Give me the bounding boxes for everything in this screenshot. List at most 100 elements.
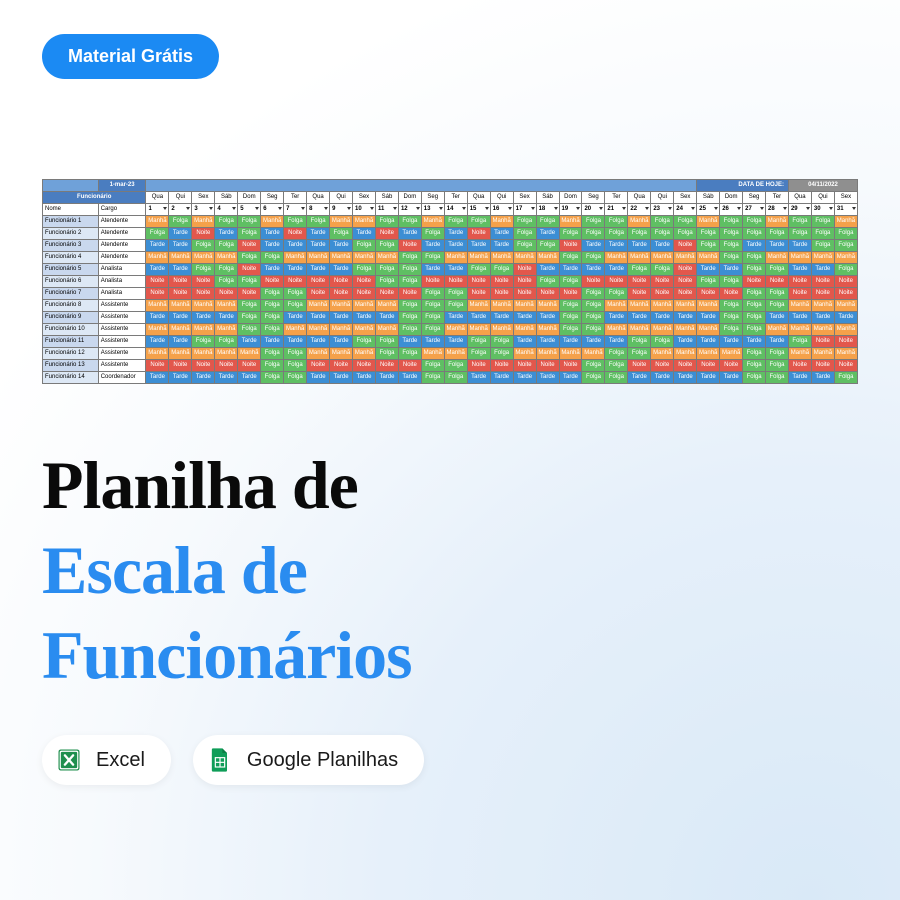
shift-cell[interactable]: Folga: [421, 312, 444, 324]
shift-cell[interactable]: Manhã: [513, 348, 536, 360]
shift-cell[interactable]: Tarde: [444, 336, 467, 348]
shift-cell[interactable]: Tarde: [490, 372, 513, 384]
shift-cell[interactable]: Noite: [330, 288, 353, 300]
shift-cell[interactable]: Tarde: [674, 372, 697, 384]
shift-cell[interactable]: Manhã: [330, 216, 353, 228]
shift-cell[interactable]: Folga: [582, 360, 605, 372]
shift-cell[interactable]: Folga: [720, 240, 743, 252]
shift-cell[interactable]: Tarde: [169, 264, 192, 276]
shift-cell[interactable]: Folga: [743, 348, 766, 360]
shift-cell[interactable]: Tarde: [788, 264, 811, 276]
shift-cell[interactable]: Tarde: [651, 312, 674, 324]
shift-cell[interactable]: Tarde: [375, 372, 398, 384]
shift-cell[interactable]: Manhã: [674, 324, 697, 336]
shift-cell[interactable]: Manhã: [353, 216, 376, 228]
shift-cell[interactable]: Manhã: [444, 348, 467, 360]
shift-cell[interactable]: Tarde: [697, 336, 720, 348]
shift-cell[interactable]: Folga: [513, 240, 536, 252]
shift-cell[interactable]: Folga: [743, 216, 766, 228]
shift-cell[interactable]: Folga: [238, 312, 261, 324]
shift-cell[interactable]: Folga: [811, 228, 834, 240]
shift-cell[interactable]: Tarde: [215, 228, 238, 240]
shift-cell[interactable]: Noite: [697, 360, 720, 372]
shift-cell[interactable]: Folga: [353, 336, 376, 348]
shift-cell[interactable]: Tarde: [307, 240, 330, 252]
day-number-header[interactable]: 2: [169, 204, 192, 216]
day-number-header[interactable]: 15: [467, 204, 490, 216]
shift-cell[interactable]: Folga: [697, 240, 720, 252]
shift-cell[interactable]: Manhã: [467, 300, 490, 312]
shift-cell[interactable]: Noite: [559, 240, 582, 252]
shift-cell[interactable]: Folga: [674, 228, 697, 240]
day-number-header[interactable]: 14: [444, 204, 467, 216]
shift-cell[interactable]: Noite: [697, 288, 720, 300]
day-number-header[interactable]: 11: [375, 204, 398, 216]
shift-cell[interactable]: Folga: [284, 360, 307, 372]
shift-cell[interactable]: Manhã: [513, 324, 536, 336]
shift-cell[interactable]: Tarde: [444, 312, 467, 324]
day-number-header[interactable]: 9: [330, 204, 353, 216]
shift-cell[interactable]: Folga: [605, 348, 628, 360]
shift-cell[interactable]: Manhã: [605, 252, 628, 264]
shift-cell[interactable]: Noite: [467, 288, 490, 300]
shift-cell[interactable]: Folga: [720, 312, 743, 324]
shift-cell[interactable]: Noite: [169, 360, 192, 372]
shift-cell[interactable]: Tarde: [398, 228, 421, 240]
shift-cell[interactable]: Noite: [238, 240, 261, 252]
shift-cell[interactable]: Manhã: [353, 324, 376, 336]
shift-cell[interactable]: Tarde: [307, 336, 330, 348]
day-number-header[interactable]: 5: [238, 204, 261, 216]
shift-cell[interactable]: Noite: [169, 288, 192, 300]
shift-cell[interactable]: Tarde: [330, 240, 353, 252]
shift-cell[interactable]: Noite: [536, 288, 559, 300]
shift-cell[interactable]: Tarde: [444, 240, 467, 252]
shift-cell[interactable]: Noite: [467, 360, 490, 372]
shift-cell[interactable]: Tarde: [421, 264, 444, 276]
shift-cell[interactable]: Folga: [651, 228, 674, 240]
shift-cell[interactable]: Noite: [674, 240, 697, 252]
shift-cell[interactable]: Folga: [811, 216, 834, 228]
shift-cell[interactable]: Folga: [766, 372, 789, 384]
shift-cell[interactable]: Folga: [628, 264, 651, 276]
shift-cell[interactable]: Manhã: [467, 324, 490, 336]
shift-cell[interactable]: Noite: [811, 276, 834, 288]
shift-cell[interactable]: Folga: [146, 228, 169, 240]
shift-cell[interactable]: Manhã: [238, 348, 261, 360]
shift-cell[interactable]: Folga: [284, 216, 307, 228]
shift-cell[interactable]: Folga: [743, 360, 766, 372]
shift-cell[interactable]: Noite: [628, 360, 651, 372]
shift-cell[interactable]: Noite: [398, 288, 421, 300]
shift-cell[interactable]: Tarde: [628, 372, 651, 384]
shift-cell[interactable]: Tarde: [674, 336, 697, 348]
shift-cell[interactable]: Manhã: [192, 348, 215, 360]
shift-cell[interactable]: Folga: [766, 264, 789, 276]
shift-cell[interactable]: Folga: [444, 288, 467, 300]
shift-cell[interactable]: Tarde: [743, 336, 766, 348]
shift-cell[interactable]: Tarde: [146, 312, 169, 324]
shift-cell[interactable]: Folga: [421, 252, 444, 264]
day-number-header[interactable]: 4: [215, 204, 238, 216]
shift-cell[interactable]: Folga: [261, 252, 284, 264]
shift-cell[interactable]: Noite: [628, 288, 651, 300]
shift-cell[interactable]: Folga: [215, 240, 238, 252]
shift-cell[interactable]: Manhã: [720, 348, 743, 360]
shift-cell[interactable]: Manhã: [192, 252, 215, 264]
shift-cell[interactable]: Manhã: [674, 300, 697, 312]
shift-cell[interactable]: Tarde: [513, 336, 536, 348]
shift-cell[interactable]: Tarde: [353, 312, 376, 324]
shift-cell[interactable]: Noite: [674, 264, 697, 276]
shift-cell[interactable]: Folga: [766, 228, 789, 240]
shift-cell[interactable]: Manhã: [490, 216, 513, 228]
shift-cell[interactable]: Manhã: [834, 348, 857, 360]
shift-cell[interactable]: Folga: [559, 276, 582, 288]
shift-cell[interactable]: Tarde: [169, 312, 192, 324]
shift-cell[interactable]: Folga: [605, 216, 628, 228]
shift-cell[interactable]: Noite: [307, 360, 330, 372]
shift-cell[interactable]: Tarde: [398, 336, 421, 348]
shift-cell[interactable]: Tarde: [536, 228, 559, 240]
shift-cell[interactable]: Tarde: [743, 240, 766, 252]
shift-cell[interactable]: Tarde: [536, 336, 559, 348]
shift-cell[interactable]: Tarde: [605, 264, 628, 276]
shift-cell[interactable]: Folga: [582, 216, 605, 228]
shift-cell[interactable]: Manhã: [215, 324, 238, 336]
